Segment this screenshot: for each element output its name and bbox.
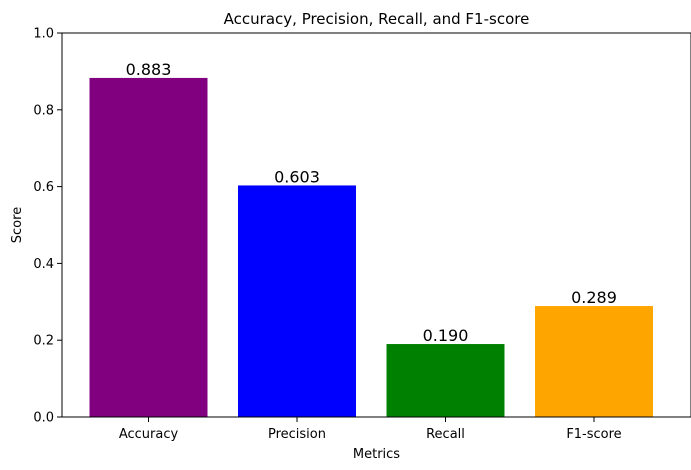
bar-data-label: 0.190 — [423, 326, 469, 345]
bar-accuracy — [89, 77, 208, 417]
y-tick-label: 0.6 — [33, 180, 54, 195]
y-tick-label: 0.0 — [33, 411, 54, 426]
x-axis-label: Metrics — [353, 447, 400, 462]
bar-data-label: 0.883 — [126, 60, 172, 79]
x-tick-label: F1-score — [566, 427, 621, 442]
bar-data-label: 0.603 — [274, 167, 320, 186]
y-axis-label: Score — [10, 207, 25, 243]
x-tick-label: Precision — [268, 427, 326, 442]
bar-f1-score — [535, 306, 653, 417]
x-tick-label: Recall — [426, 427, 465, 442]
bar-recall — [386, 344, 505, 417]
bar-data-label: 0.289 — [571, 288, 617, 307]
bar-precision — [238, 185, 356, 417]
chart-title: Accuracy, Precision, Recall, and F1-scor… — [224, 10, 530, 28]
plot-frame — [61, 32, 691, 418]
y-tick-label: 1.0 — [33, 27, 54, 42]
y-tick-label: 0.4 — [33, 257, 54, 272]
x-tick-label: Accuracy — [119, 427, 179, 442]
y-tick-label: 0.2 — [33, 334, 54, 349]
y-tick-label: 0.8 — [33, 103, 54, 118]
plot-area: 0.0 0.2 0.4 0.6 0.8 1.0 0.883 Accuracy 0.603 Prec… — [33, 27, 653, 442]
